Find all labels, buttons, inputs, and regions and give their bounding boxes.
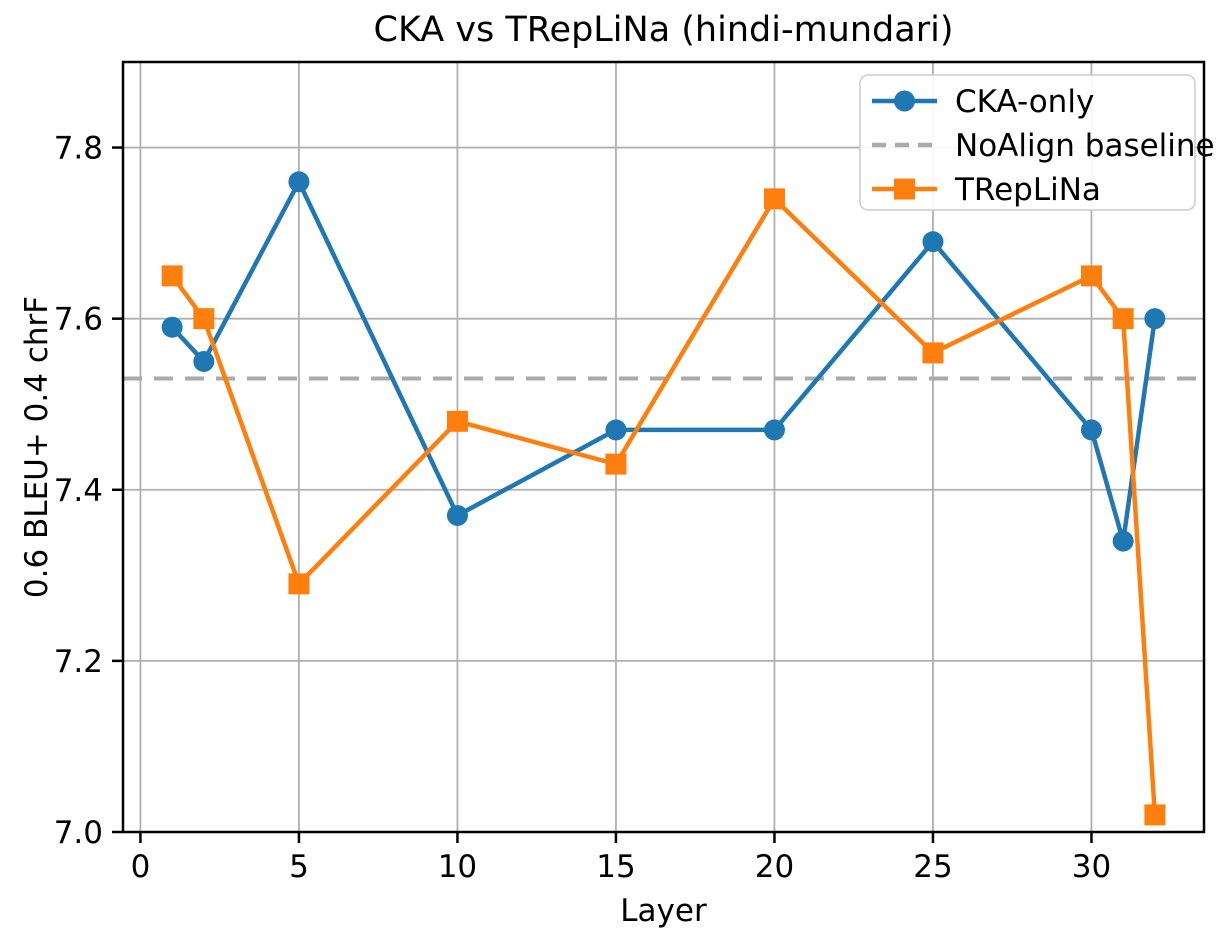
y-axis-label: 0.6 BLEU+ 0.4 chrF — [19, 295, 55, 599]
data-point-marker — [763, 188, 785, 210]
data-point-marker — [193, 350, 215, 372]
data-point-marker — [446, 410, 468, 432]
legend-item-label: CKA-only — [955, 84, 1094, 120]
y-tick-label: 7.4 — [54, 473, 103, 509]
data-point-marker — [1080, 265, 1102, 287]
series-line-treplina — [169, 196, 1158, 818]
x-tick-label: 25 — [913, 849, 952, 885]
x-tick-label: 0 — [131, 849, 151, 885]
data-point-marker — [1112, 530, 1134, 552]
x-tick-label: 30 — [1072, 849, 1111, 885]
y-tick-label: 7.0 — [54, 815, 103, 851]
x-tick-label: 20 — [755, 849, 794, 885]
legend-item-label: TRepLiNa — [954, 172, 1101, 208]
legend-marker-square — [894, 178, 915, 200]
series-line-cka-only — [169, 179, 1158, 544]
y-tick-label: 7.2 — [54, 644, 103, 680]
data-point-marker — [605, 419, 627, 441]
data-point-marker — [1144, 804, 1166, 826]
data-point-marker — [288, 573, 310, 595]
data-point-marker — [161, 265, 183, 287]
data-point-marker — [446, 504, 468, 526]
data-point-marker — [193, 308, 215, 330]
legend-box — [859, 74, 1196, 211]
x-tick-label: 5 — [289, 849, 309, 885]
x-axis-label: Layer — [620, 893, 707, 929]
data-point-marker — [1080, 419, 1102, 441]
legend-item-label: NoAlign baseline — [955, 128, 1215, 164]
legend-marker-circle — [894, 90, 915, 112]
data-point-marker — [1112, 308, 1134, 330]
x-tick-label: 10 — [438, 849, 477, 885]
chart-title: CKA vs TRepLiNa (hindi-mundari) — [373, 10, 954, 50]
data-point-marker — [605, 453, 627, 475]
x-tick-label: 15 — [596, 849, 635, 885]
data-point-marker — [763, 419, 785, 441]
data-point-marker — [161, 316, 183, 338]
data-point-marker — [1144, 308, 1166, 330]
y-tick-label: 7.8 — [54, 131, 103, 167]
data-point-marker — [922, 342, 944, 364]
data-point-marker — [922, 231, 944, 253]
legend: CKA-only NoAlign baseline TRepLiNa — [859, 74, 1215, 211]
data-point-marker — [288, 171, 310, 193]
plot-border — [121, 60, 1206, 834]
y-tick-label: 7.6 — [54, 302, 103, 338]
